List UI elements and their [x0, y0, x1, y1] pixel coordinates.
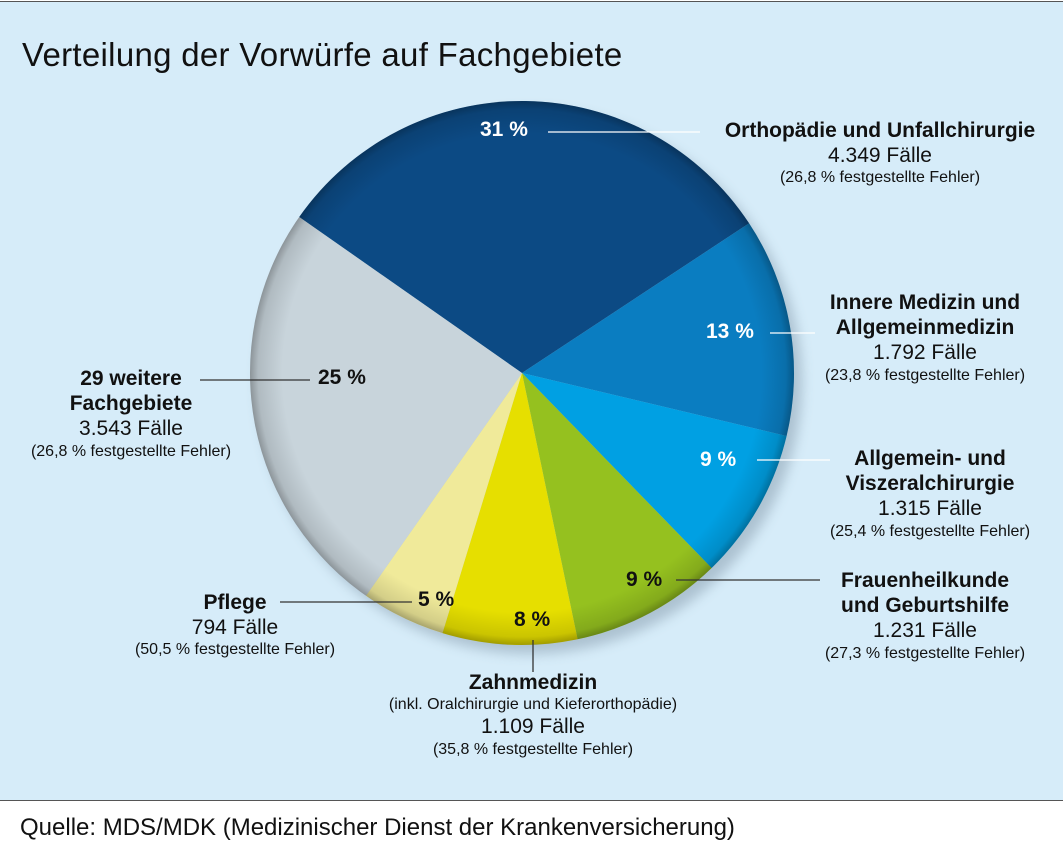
footer-divider — [0, 800, 1063, 801]
error-rate: (23,8 % festgestellte Fehler) — [824, 366, 1026, 384]
slice-label: Zahnmedizin (inkl. Oralchirurgie und Kief… — [333, 670, 733, 759]
category-name: Zahnmedizin — [468, 671, 598, 694]
category-name: Allgemeinmedizin — [835, 316, 1015, 340]
category-name: Pflege — [203, 591, 267, 614]
error-rate: (27,3 % festgestellte Fehler) — [824, 644, 1026, 662]
case-count: 794 Fälle — [191, 616, 279, 640]
category-name: 29 weitere — [80, 367, 182, 390]
case-count: 3.543 Fälle — [79, 417, 183, 441]
percent-label: 8 % — [514, 608, 551, 631]
case-count: 4.349 Fälle — [828, 144, 932, 168]
slice-label: Frauenheilkunde und Geburtshilfe 1.231 Fäl… — [795, 568, 1055, 663]
slice-label: Allgemein- und Viszeralchirurgie 1.315 Fäl… — [800, 446, 1060, 541]
category-note: (inkl. Oralchirurgie und Kieferorthopädi… — [388, 696, 678, 714]
percent-label: 5 % — [418, 588, 455, 611]
slice-label: Innere Medizin und Allgemeinmedizin 1.792 … — [800, 290, 1050, 385]
error-rate: (35,8 % festgestellte Fehler) — [432, 740, 634, 758]
error-rate: (26,8 % festgestellte Fehler) — [779, 169, 981, 187]
case-count: 1.231 Fälle — [873, 619, 977, 643]
percent-label: 25 % — [318, 366, 366, 389]
category-name: Orthopädie und Unfallchirurgie — [724, 119, 1036, 142]
error-rate: (26,8 % festgestellte Fehler) — [30, 442, 232, 460]
percent-label: 13 % — [706, 320, 754, 343]
percent-label: 9 % — [700, 448, 737, 471]
category-name: und Geburtshilfe — [841, 594, 1009, 618]
category-name: Allgemein- und — [854, 447, 1006, 470]
case-count: 1.109 Fälle — [481, 715, 585, 739]
slice-label: Orthopädie und Unfallchirurgie 4.349 Fäll… — [705, 118, 1055, 188]
case-count: 1.792 Fälle — [873, 341, 977, 365]
slice-label: Pflege 794 Fälle (50,5 % festgestellte Feh… — [100, 590, 370, 660]
category-name: Frauenheilkunde — [840, 569, 1010, 592]
category-name: Fachgebiete — [69, 392, 193, 416]
pie-rim-shading — [250, 101, 794, 645]
category-name: Viszeralchirurgie — [845, 472, 1015, 496]
percent-label: 9 % — [626, 568, 663, 591]
error-rate: (25,4 % festgestellte Fehler) — [829, 522, 1031, 540]
slice-label: 29 weitere Fachgebiete 3.543 Fälle (26,8 % … — [0, 366, 262, 461]
source-note: Quelle: MDS/MDK (Medizinischer Dienst de… — [20, 814, 735, 841]
chart-title: Verteilung der Vorwürfe auf Fachgebiete — [22, 36, 623, 73]
category-name: Innere Medizin und — [829, 291, 1021, 314]
error-rate: (50,5 % festgestellte Fehler) — [134, 641, 336, 659]
percent-label: 31 % — [480, 118, 528, 141]
case-count: 1.315 Fälle — [878, 497, 982, 521]
